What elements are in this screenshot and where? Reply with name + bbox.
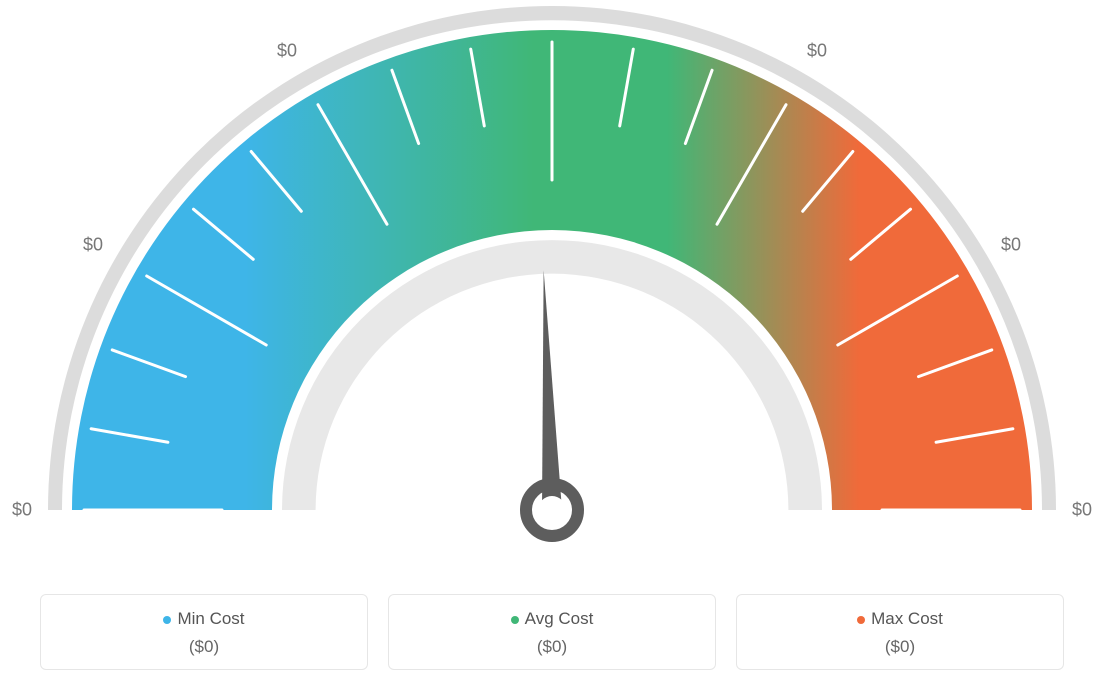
gauge-svg — [0, 0, 1104, 560]
legend-card-min: Min Cost ($0) — [40, 594, 368, 670]
legend-row: Min Cost ($0) Avg Cost ($0) Max Cost ($0… — [40, 594, 1064, 670]
legend-avg-value: ($0) — [399, 637, 705, 657]
legend-avg-label: Avg Cost — [525, 609, 594, 628]
gauge-tick-label: $0 — [12, 500, 32, 521]
legend-max-label: Max Cost — [871, 609, 943, 628]
legend-max-value: ($0) — [747, 637, 1053, 657]
legend-min-title: Min Cost — [51, 609, 357, 629]
gauge-tick-label: $0 — [1072, 500, 1092, 521]
gauge-chart: $0$0$0$0$0$0$0 — [0, 0, 1104, 560]
legend-card-max: Max Cost ($0) — [736, 594, 1064, 670]
gauge-tick-label: $0 — [807, 41, 827, 62]
legend-dot-min — [163, 616, 171, 624]
legend-max-title: Max Cost — [747, 609, 1053, 629]
legend-min-value: ($0) — [51, 637, 357, 657]
legend-dot-max — [857, 616, 865, 624]
gauge-tick-label: $0 — [1001, 235, 1021, 256]
cost-gauge-infographic: $0$0$0$0$0$0$0 Min Cost ($0) Avg Cost ($… — [0, 0, 1104, 690]
gauge-tick-label: $0 — [83, 235, 103, 256]
legend-avg-title: Avg Cost — [399, 609, 705, 629]
gauge-tick-label: $0 — [277, 41, 297, 62]
legend-dot-avg — [511, 616, 519, 624]
legend-min-label: Min Cost — [177, 609, 244, 628]
legend-card-avg: Avg Cost ($0) — [388, 594, 716, 670]
